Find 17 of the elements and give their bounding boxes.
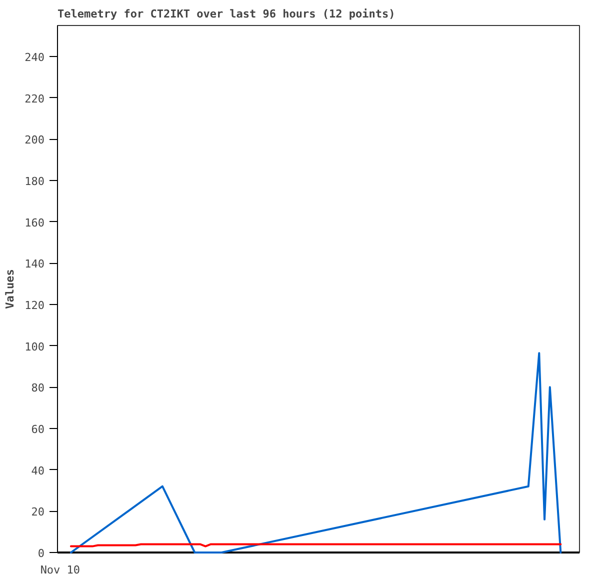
y-tick-label: 120 — [24, 299, 45, 312]
y-tick-label: 180 — [24, 175, 45, 188]
y-tick-label: 240 — [24, 51, 45, 64]
y-tick-label: 100 — [24, 340, 45, 354]
y-tick-label: 60 — [31, 423, 45, 436]
y-tick-label: 200 — [24, 134, 45, 147]
chart-title: Telemetry for CT2IKT over last 96 hours (12 points) — [58, 8, 396, 20]
y-tick-label: 140 — [24, 258, 45, 271]
y-tick-label: 80 — [31, 382, 45, 395]
y-axis-title: Values — [4, 269, 17, 309]
y-tick-label: 220 — [24, 92, 45, 106]
y-tick-label: 20 — [31, 506, 45, 519]
y-tick-label: 0 — [38, 547, 44, 560]
y-tick-label: 40 — [31, 464, 45, 478]
x-tick-label: Nov 10 — [40, 564, 80, 576]
line-series — [70, 352, 562, 554]
y-tick-label: 160 — [24, 216, 45, 230]
